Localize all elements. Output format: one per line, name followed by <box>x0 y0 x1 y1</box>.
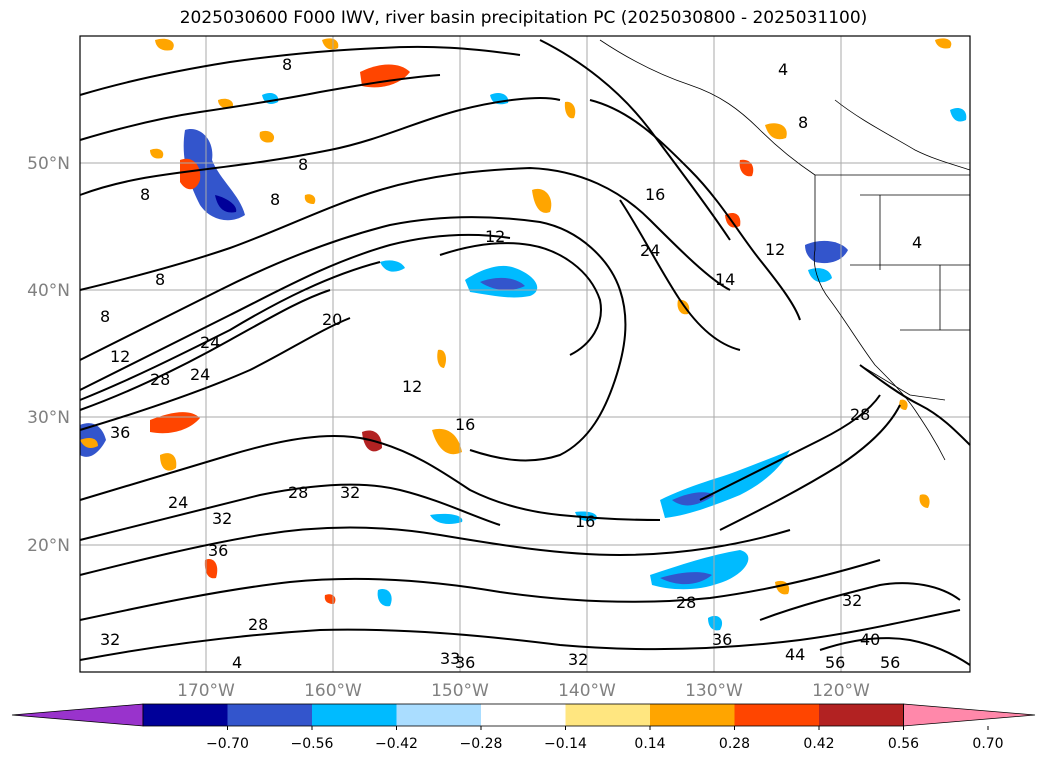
map-frame <box>79 35 971 673</box>
colorbar-tick-label: 0.28 <box>719 736 750 752</box>
colorbar-segment <box>396 704 482 726</box>
contour-label: 8 <box>140 185 150 204</box>
contour-label: 24 <box>200 333 220 352</box>
contour-label: 4 <box>232 653 242 672</box>
contour-label: 32 <box>212 509 232 528</box>
contour-label: 16 <box>455 415 475 434</box>
colorbar-tick-label: −0.14 <box>544 736 587 752</box>
coastlines <box>599 39 971 461</box>
contour-label: 40 <box>860 630 880 649</box>
colorbar-segment <box>312 704 397 726</box>
contour-label: 28 <box>288 483 308 502</box>
contour-label: 8 <box>100 307 110 326</box>
colorbar-extend-low <box>11 703 144 727</box>
contour-label: 56 <box>825 653 845 672</box>
colorbar-tick-label: −0.42 <box>375 736 418 752</box>
contour-label: 12 <box>110 347 130 366</box>
contour-label: 20 <box>322 310 342 329</box>
lat-label: 20°N <box>27 536 70 556</box>
iwv-contours <box>79 39 971 666</box>
precip-blob <box>183 129 245 221</box>
colorbar: −0.70 −0.56 −0.42 −0.28 −0.14 0.14 0.28 0.42 0.5… <box>11 703 1036 752</box>
contour-label: 16 <box>575 512 595 531</box>
lon-label: 170°W <box>177 681 235 701</box>
latitude-labels: 50°N 40°N 30°N 20°N <box>27 154 70 556</box>
lon-label: 140°W <box>558 681 616 701</box>
contour-label: 36 <box>455 653 475 672</box>
contour-label: 28 <box>150 370 170 389</box>
colorbar-tick-label: −0.70 <box>206 736 249 752</box>
contour-label-group: 8 8 8 8 8 8 12 12 12 12 16 16 16 20 24 2… <box>100 55 922 672</box>
lat-label: 50°N <box>27 154 70 174</box>
contour-label: 14 <box>715 270 735 289</box>
lon-label: 130°W <box>685 681 743 701</box>
contour-label: 24 <box>168 493 188 512</box>
contour-label: 4 <box>912 233 922 252</box>
contour-label: 36 <box>110 423 130 442</box>
lon-label: 120°W <box>812 681 870 701</box>
contour-label: 8 <box>270 190 280 209</box>
contour-label: 36 <box>208 541 228 560</box>
contour-label: 12 <box>485 227 505 246</box>
colorbar-tick-label: −0.56 <box>291 736 334 752</box>
contour-label: 28 <box>676 593 696 612</box>
colorbar-border <box>142 703 904 727</box>
colorbar-tick-label: −0.28 <box>460 736 503 752</box>
contour-label: 8 <box>298 155 308 174</box>
contour-label: 4 <box>778 60 788 79</box>
contour-label: 16 <box>645 185 665 204</box>
contour-label: 32 <box>842 591 862 610</box>
colorbar-segment <box>819 704 904 726</box>
colorbar-segment <box>143 704 228 726</box>
colorbar-segment <box>650 704 735 726</box>
colorbar-segment <box>565 704 651 726</box>
contour-label: 12 <box>765 240 785 259</box>
contour-label: 32 <box>340 483 360 502</box>
colorbar-tick-label: 0.70 <box>972 736 1003 752</box>
contour-label: 8 <box>798 113 808 132</box>
colorbar-tick-label: 0.14 <box>634 736 665 752</box>
contour-label: 8 <box>282 55 292 74</box>
contour-label: 28 <box>248 615 268 634</box>
contour-label: 24 <box>190 365 210 384</box>
contour-label: 56 <box>880 653 900 672</box>
contour-label: 32 <box>568 650 588 669</box>
longitude-labels: 170°W 160°W 150°W 140°W 130°W 120°W <box>177 681 870 701</box>
lat-label: 30°N <box>27 408 70 428</box>
contour-label: 44 <box>785 645 805 664</box>
contour-label: 24 <box>640 241 660 260</box>
lat-label: 40°N <box>27 281 70 301</box>
colorbar-extend-high <box>903 703 1036 727</box>
lon-label: 160°W <box>304 681 362 701</box>
contour-label: 8 <box>155 270 165 289</box>
colorbar-segment <box>227 704 313 726</box>
contour-label: 28 <box>850 405 870 424</box>
colorbar-tick-label: 0.56 <box>888 736 919 752</box>
contour-label: 33 <box>440 649 460 668</box>
map-area <box>80 36 970 672</box>
colorbar-segment <box>734 704 820 726</box>
colorbar-tick-label: 0.42 <box>803 736 834 752</box>
colorbar-segment <box>481 704 566 726</box>
contour-label: 12 <box>402 377 422 396</box>
graticule <box>80 36 970 672</box>
contour-label: 36 <box>712 630 732 649</box>
lon-label: 150°W <box>431 681 489 701</box>
map-title: 2025030600 F000 IWV, river basin precipi… <box>179 8 868 28</box>
contour-label: 32 <box>100 630 120 649</box>
